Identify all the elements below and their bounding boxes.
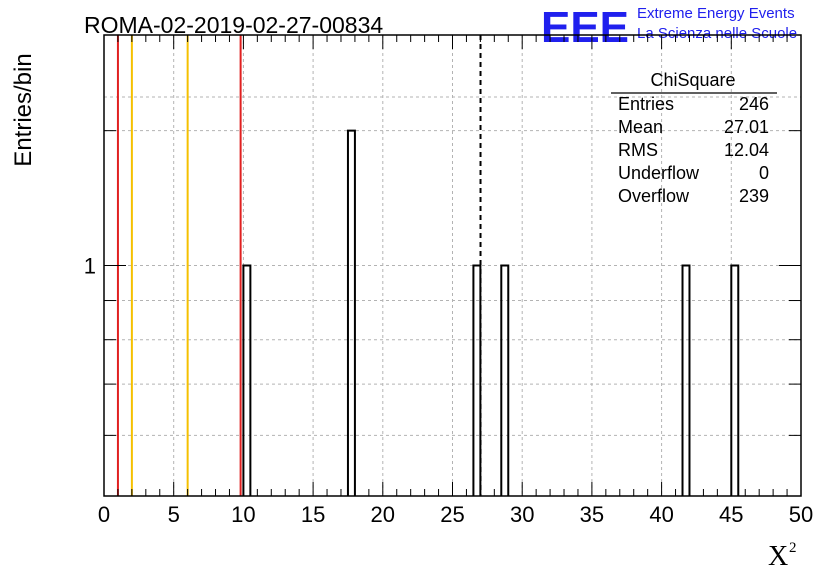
histogram-bar bbox=[681, 264, 691, 496]
chart-title: ROMA-02-2019-02-27-00834 bbox=[84, 12, 383, 38]
stats-box: ChiSquare Entries 246 Mean 27.01 RMS 12.04 Und… bbox=[611, 70, 777, 206]
stats-value-overflow: 239 bbox=[739, 186, 769, 206]
histogram-bar bbox=[730, 264, 740, 496]
y-tick-label: 1 bbox=[84, 254, 96, 279]
eee-logo: EEE Extreme Energy Events La Scienza nel… bbox=[541, 3, 797, 52]
x-tick-label: 35 bbox=[580, 502, 604, 527]
x-tick-label: 0 bbox=[98, 502, 110, 527]
histogram-bar bbox=[500, 264, 510, 496]
logo-letters: EEE bbox=[541, 3, 629, 52]
x-tick-label: 45 bbox=[719, 502, 743, 527]
stats-label-overflow: Overflow bbox=[618, 186, 690, 206]
x-axis-label: X 2 bbox=[768, 540, 797, 572]
x-tick-label: 5 bbox=[168, 502, 180, 527]
logo-line-2: La Scienza nelle Scuole bbox=[637, 25, 797, 42]
stats-title: ChiSquare bbox=[650, 70, 735, 90]
histogram-bins bbox=[242, 129, 740, 496]
x-axis-label-superscript: 2 bbox=[789, 540, 797, 556]
histogram-bar bbox=[346, 129, 356, 496]
stats-value-underflow: 0 bbox=[759, 163, 769, 183]
stats-label-entries: Entries bbox=[618, 94, 674, 114]
y-axis-label: Entries/bin bbox=[10, 53, 37, 166]
x-tick-label: 50 bbox=[789, 502, 813, 527]
stats-label-rms: RMS bbox=[618, 140, 658, 160]
x-tick-label: 20 bbox=[371, 502, 395, 527]
x-tick-label: 10 bbox=[231, 502, 255, 527]
grid bbox=[104, 35, 801, 496]
stats-value-entries: 246 bbox=[739, 94, 769, 114]
x-tick-labels: 0 5 10 15 20 25 30 35 40 45 50 bbox=[98, 502, 813, 527]
histogram-bar bbox=[472, 264, 482, 496]
x-tick-label: 40 bbox=[649, 502, 673, 527]
histogram-bar bbox=[242, 264, 252, 496]
stats-label-mean: Mean bbox=[618, 117, 663, 137]
y-tick-labels: 1 bbox=[84, 254, 96, 279]
stats-value-rms: 12.04 bbox=[724, 140, 769, 160]
x-tick-label: 25 bbox=[440, 502, 464, 527]
axes bbox=[103, 34, 802, 497]
x-tick-label: 30 bbox=[510, 502, 534, 527]
x-tick-label: 15 bbox=[301, 502, 325, 527]
x-axis-label-symbol: X bbox=[768, 541, 788, 572]
stats-label-underflow: Underflow bbox=[618, 163, 700, 183]
logo-line-1: Extreme Energy Events bbox=[637, 5, 795, 22]
stats-value-mean: 27.01 bbox=[724, 117, 769, 137]
